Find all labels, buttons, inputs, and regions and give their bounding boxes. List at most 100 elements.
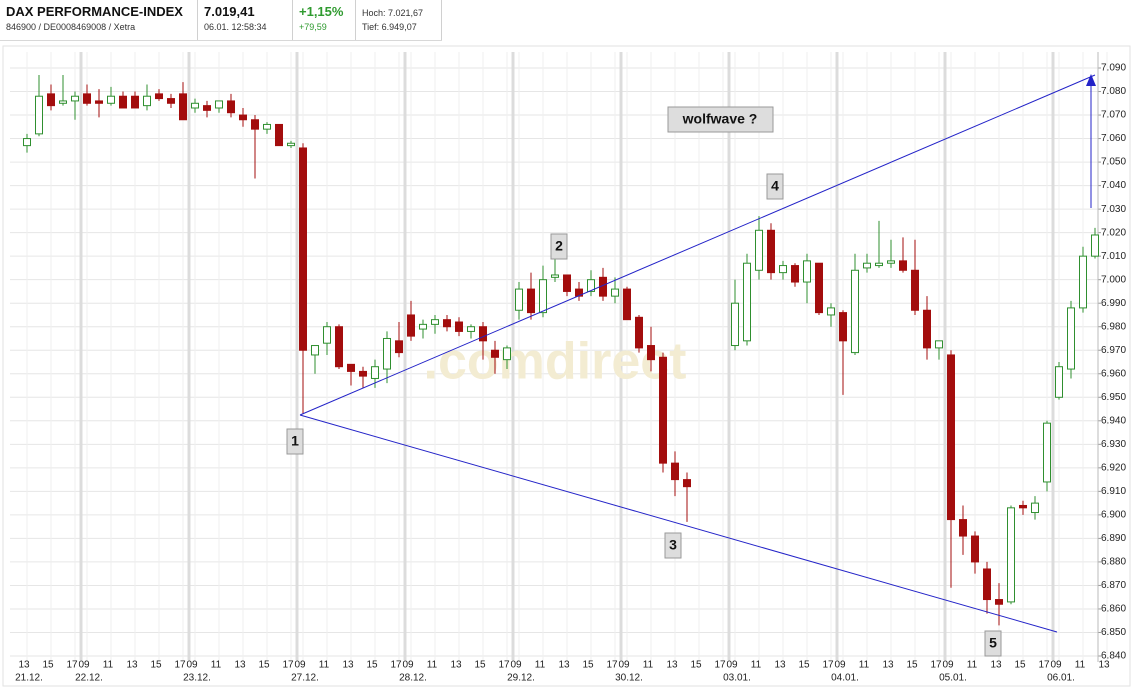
x-tick-label: 13 [882,660,894,671]
candle-body [323,326,331,344]
candle-body [467,326,475,332]
y-tick-label: 6.840 [1101,651,1126,662]
x-tick-label: 11 [751,660,762,671]
candle-body [239,114,247,121]
title: DAX PERFORMANCE-INDEX [6,4,183,19]
x-tick-label: 09 [618,660,630,671]
y-tick-label: 6.980 [1101,321,1126,332]
candle-body [275,123,283,147]
x-tick-label: 17 [66,660,78,671]
wolfwave-lines [299,74,1096,633]
x-tick-label: 15 [474,660,486,671]
candle-body [191,102,199,109]
candle-body [179,93,187,121]
date-label: 27.12. [291,673,319,684]
x-tick-label: 15 [690,660,702,671]
y-tick-label: 7.060 [1101,133,1126,144]
wave-label: 1 [291,433,299,449]
candle-body [983,568,991,601]
candle-body [1079,255,1087,309]
x-tick-label: 13 [18,660,30,671]
title-cell: DAX PERFORMANCE-INDEX 846900 / DE0008469… [0,0,198,40]
candle-body [923,309,931,349]
candle-body [1019,504,1027,509]
day-low: Tief: 6.949,07 [362,22,417,32]
x-tick-label: 17 [822,660,834,671]
subtitle: 846900 / DE0008469008 / Xetra [6,22,136,32]
candle-body [95,100,103,104]
y-tick-label: 6.890 [1101,533,1126,544]
candle-body [395,340,403,354]
candle-body [887,260,895,264]
y-tick-label: 7.080 [1101,86,1126,97]
candle-body [731,302,739,347]
candle-body [23,138,31,147]
candle-body [959,519,967,537]
x-tick-label: 15 [42,660,54,671]
change-abs: +79,59 [299,22,327,32]
candle-body [431,319,439,325]
candle-body [371,366,379,379]
x-tick-label: 09 [78,660,90,671]
x-tick-label: 11 [535,660,546,671]
candle-body [503,347,511,361]
x-tick-label: 09 [834,660,846,671]
candle-body [203,105,211,111]
date-label: 03.01. [723,673,751,684]
lower-trendline [299,414,1058,633]
candle-body [623,288,631,321]
wave-label: 3 [669,537,677,553]
y-tick-label: 7.050 [1101,157,1126,168]
x-tick-label: 17 [498,660,510,671]
y-tick-label: 6.850 [1101,627,1126,638]
x-tick-label: 09 [186,660,198,671]
y-tick-label: 7.030 [1101,204,1126,215]
candle-body [251,119,259,130]
wave-label: 2 [555,238,563,254]
candle-body [803,260,811,283]
x-tick-label: 09 [510,660,522,671]
candle-body [995,599,1003,605]
x-tick-label: 17 [390,660,402,671]
candle-body [143,95,151,107]
x-tick-label: 17 [714,660,726,671]
candle-body [863,262,871,269]
candle-body [839,312,847,342]
y-tick-label: 6.910 [1101,486,1126,497]
x-tick-label: 13 [342,660,354,671]
x-tick-label: 13 [450,660,462,671]
candle-body [791,265,799,283]
y-tick-label: 7.000 [1101,274,1126,285]
candle-body [107,95,115,104]
y-tick-label: 6.950 [1101,392,1126,403]
candle-body [119,95,127,109]
wave-label: 4 [771,178,779,194]
x-tick-label: 13 [234,660,246,671]
candle-body [1055,366,1063,398]
candle-body [755,229,763,271]
day-high: Hoch: 7.021,67 [362,8,424,18]
x-tick-label: 11 [427,660,438,671]
y-tick-label: 7.010 [1101,251,1126,262]
arrow-head [1086,74,1096,86]
candle-body [407,314,415,337]
y-tick-label: 6.970 [1101,345,1126,356]
y-tick-label: 6.920 [1101,462,1126,473]
chart-frame [2,45,1131,687]
wolfwave-label: wolfwave ? [682,111,758,127]
x-tick-label: 11 [967,660,978,671]
candle-body [827,307,835,316]
candle-body [1091,234,1099,257]
change-cell: +1,15% +79,59 [293,0,356,40]
y-tick-label: 6.900 [1101,510,1126,521]
x-tick-label: 09 [726,660,738,671]
x-tick-label: 17 [1038,660,1050,671]
x-tick-label: 15 [582,660,594,671]
date-label: 23.12. [183,673,211,684]
date-label: 06.01. [1047,673,1075,684]
candle-body [899,260,907,271]
candle-body [215,100,223,109]
candle-body [263,123,271,130]
x-tick-label: 13 [666,660,678,671]
